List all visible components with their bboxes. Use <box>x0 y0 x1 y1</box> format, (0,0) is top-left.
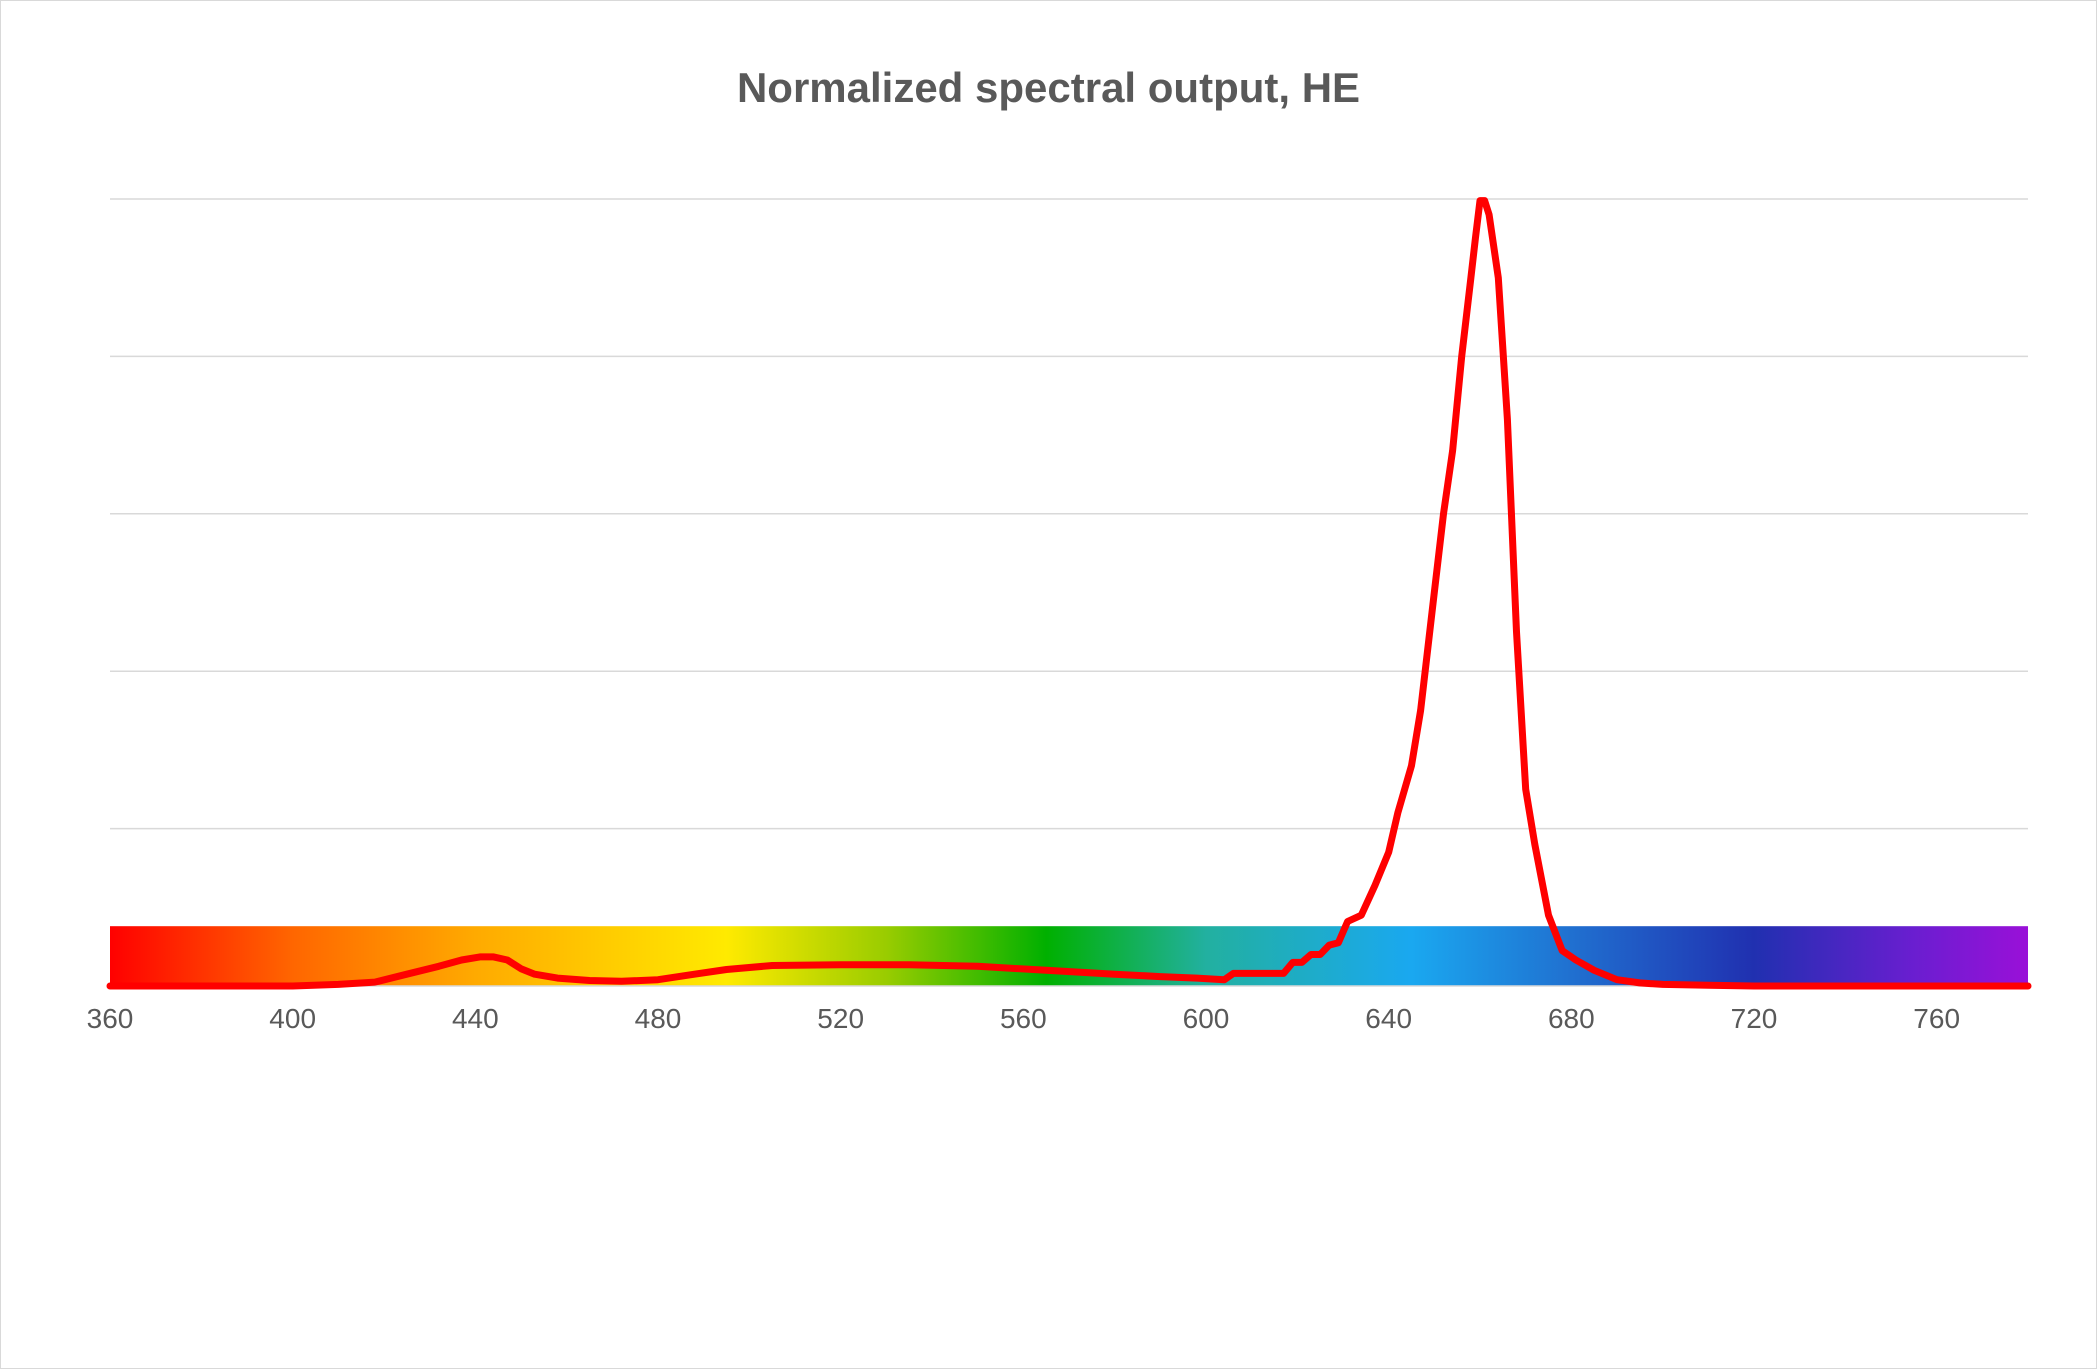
spectrum-band <box>110 926 2028 986</box>
x-tick-label-400: 400 <box>269 1003 316 1034</box>
chart-title: Normalized spectral output, HE <box>736 64 1361 111</box>
x-tick-label-720: 720 <box>1731 1003 1778 1034</box>
x-tick-label-760: 760 <box>1913 1003 1960 1034</box>
x-tick-label-480: 480 <box>635 1003 682 1034</box>
series-line-1 <box>106 197 2032 990</box>
x-tick-label-560: 560 <box>1000 1003 1047 1034</box>
x-tick-label-600: 600 <box>1183 1003 1230 1034</box>
x-tick-label-440: 440 <box>452 1003 499 1034</box>
gridlines <box>110 198 2028 830</box>
x-tick-label-680: 680 <box>1548 1003 1595 1034</box>
series-group <box>106 197 2032 990</box>
x-tick-label-360: 360 <box>87 1003 134 1034</box>
x-axis-tick-labels: 360 400 440 480 520 560 600 640 680 720 760 <box>87 1003 1960 1034</box>
x-tick-label-520: 520 <box>817 1003 864 1034</box>
x-tick-label-640: 640 <box>1365 1003 1412 1034</box>
spectrum-band-group <box>110 926 2028 986</box>
